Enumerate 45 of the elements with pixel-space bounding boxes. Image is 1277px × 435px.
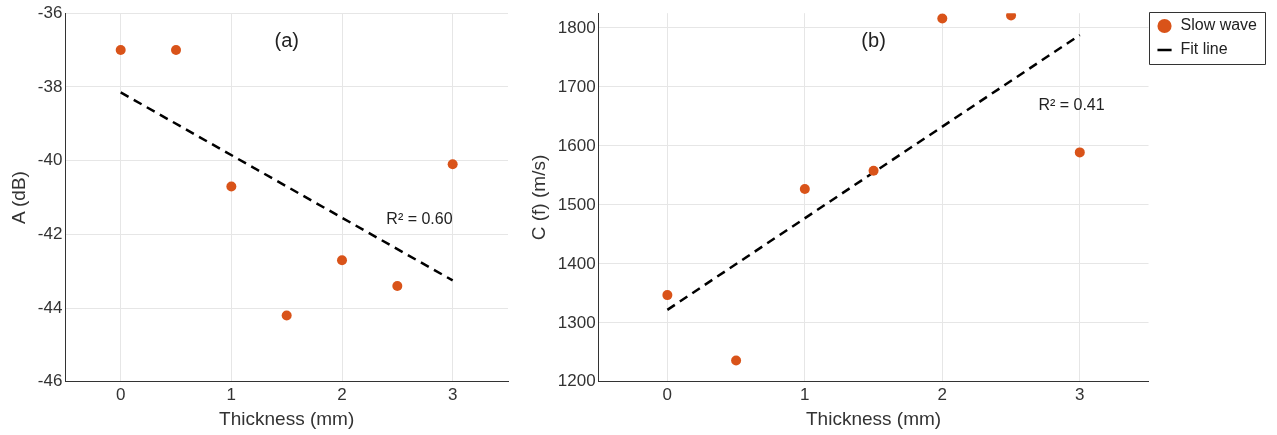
y-tick-label: 1700 [557, 76, 596, 96]
x-tick-label: 3 [447, 384, 458, 404]
y-tick-label: -40 [37, 150, 63, 170]
y-tick-label: -42 [37, 224, 63, 244]
point [337, 255, 348, 266]
y-tick-label: 1200 [557, 371, 596, 391]
point [868, 165, 879, 176]
x-tick-label: 1 [226, 384, 237, 404]
x-axis-title: Thickness (mm) [219, 407, 355, 429]
x-tick-label: 2 [937, 384, 948, 404]
point [1074, 147, 1085, 158]
point [171, 45, 182, 56]
x-tick-label: 0 [115, 384, 126, 404]
point [731, 355, 742, 366]
y-tick-label: -38 [37, 76, 63, 96]
text: (b) [861, 28, 886, 51]
point [662, 290, 673, 301]
point [799, 183, 810, 194]
legend-label: Slow wave [1180, 16, 1258, 34]
x-tick-label: 2 [337, 384, 347, 404]
point [281, 310, 292, 321]
point [937, 13, 948, 24]
annotation: R² = 0.41 [1038, 95, 1105, 113]
y-tick-label: -44 [37, 297, 63, 317]
x-tick-label: 1 [800, 384, 810, 404]
point [226, 181, 237, 192]
y-tick-label: 1400 [557, 253, 596, 273]
text: (a) [274, 28, 299, 51]
y-axis-title: A (dB) [7, 171, 29, 224]
y-tick-label: 1500 [557, 194, 596, 214]
x-tick-label: 3 [1075, 384, 1085, 404]
y-tick-label: -46 [37, 371, 63, 391]
annotation: R² = 0.60 [386, 210, 453, 228]
x-tick-label: 0 [662, 384, 673, 404]
y-tick-label: 1800 [557, 17, 596, 37]
y-tick-label: 1300 [557, 312, 596, 332]
x-axis-title: Thickness (mm) [806, 407, 942, 429]
point [392, 280, 403, 291]
y-tick-label: 1600 [557, 135, 596, 155]
y-tick-label: -36 [37, 2, 63, 22]
legend-label: Fit line [1180, 40, 1228, 58]
point [115, 45, 126, 56]
y-axis-title: C (f) (m/s) [527, 154, 549, 241]
point [447, 159, 458, 170]
point [1006, 13, 1017, 21]
